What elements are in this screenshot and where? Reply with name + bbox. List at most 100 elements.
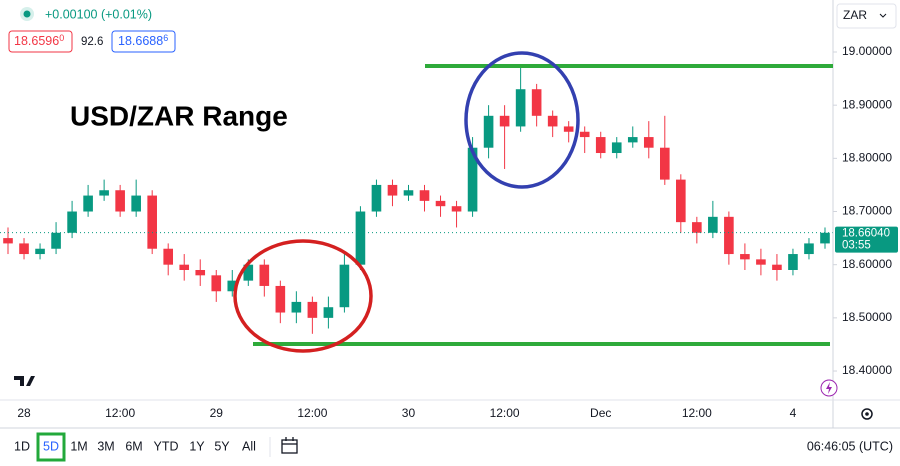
candle-body — [403, 190, 414, 196]
candle-body — [611, 142, 622, 154]
range-button[interactable]: 5Y — [214, 439, 230, 453]
candle-body — [115, 190, 125, 212]
range-button[interactable]: All — [242, 439, 256, 453]
candle-body — [595, 137, 606, 154]
candle-body — [708, 216, 718, 233]
candle-body — [99, 190, 109, 196]
candle-body — [67, 211, 77, 233]
candle-body — [643, 137, 654, 148]
x-tick-label: 12:00 — [105, 406, 135, 420]
ask-box[interactable] — [111, 30, 176, 53]
x-tick-label: 28 — [17, 406, 31, 420]
y-tick-label: 19.00000 — [842, 44, 892, 58]
candle-body — [676, 179, 686, 223]
candle-body — [724, 216, 734, 255]
currency-label[interactable]: ZAR — [843, 8, 867, 22]
candle-body — [467, 147, 478, 212]
candle-body — [483, 115, 494, 148]
candle-body — [563, 126, 574, 132]
logo[interactable] — [14, 376, 35, 386]
candle-body — [211, 275, 222, 292]
candle-body — [307, 301, 318, 318]
range-button[interactable]: 1Y — [189, 439, 205, 453]
y-tick-label: 18.90000 — [842, 97, 892, 111]
candle-body — [435, 200, 446, 207]
candle-body — [371, 184, 382, 212]
active-range-frame — [36, 432, 66, 462]
candle-body — [387, 184, 398, 196]
candle-body — [51, 232, 61, 249]
date-range-icon[interactable] — [281, 437, 298, 454]
x-tick-label: 12:00 — [490, 406, 520, 420]
candle-body — [547, 115, 558, 127]
ask-price[interactable]: 18.66886 — [118, 33, 168, 48]
candle-body — [659, 147, 670, 180]
candle-body — [275, 285, 286, 313]
candle-body — [131, 195, 141, 212]
x-tick-label: 4 — [790, 406, 797, 420]
candle-body — [531, 89, 542, 116]
x-tick-label: 12:00 — [682, 406, 712, 420]
bid-box[interactable] — [8, 30, 73, 53]
y-tick-label: 18.80000 — [842, 151, 892, 165]
candle-body — [83, 195, 93, 212]
candle-body — [19, 243, 29, 255]
spread: 92.6 — [81, 36, 103, 48]
y-tick-label: 18.40000 — [842, 363, 892, 377]
highlight-ellipse — [464, 51, 580, 189]
highlight-ellipse — [233, 239, 373, 353]
ask-value[interactable]: 18.6688 — [118, 34, 163, 48]
candle-body — [3, 238, 13, 244]
candle-body — [820, 232, 830, 244]
settings-icon — [865, 412, 869, 416]
candle-body — [259, 264, 270, 286]
alert-icon — [826, 382, 832, 394]
x-tick-label: 29 — [210, 406, 224, 420]
annotation: USD/ZAR Range — [70, 100, 288, 131]
currency-select[interactable] — [836, 3, 897, 29]
y-tick-label: 18.50000 — [842, 310, 892, 324]
y-tick-label: 18.70000 — [842, 204, 892, 218]
range-button[interactable]: 3M — [97, 439, 114, 453]
range-button[interactable]: 1D — [14, 439, 30, 453]
y-tick-label: 18.60000 — [842, 257, 892, 271]
candle-body — [291, 301, 302, 313]
candle-body — [243, 264, 254, 281]
clock[interactable]: 06:46:05 (UTC) — [807, 439, 893, 453]
candle-body — [515, 89, 526, 127]
candle-body — [35, 248, 45, 255]
dropdown-caret — [879, 13, 887, 18]
candle-body — [772, 264, 782, 270]
date-range-icon[interactable] — [281, 439, 298, 454]
settings-icon[interactable] — [861, 408, 873, 420]
candle-body — [804, 243, 814, 255]
x-tick-label: Dec — [590, 406, 611, 420]
x-tick-label: 12:00 — [297, 406, 327, 420]
last-price-box — [835, 226, 898, 253]
range-button[interactable]: 1M — [70, 439, 87, 453]
candle-body — [323, 307, 334, 318]
candle-body — [692, 222, 702, 233]
price-change: +0.00100 (+0.01%) — [45, 7, 152, 21]
candle-body — [163, 248, 174, 265]
candle-body — [195, 269, 206, 276]
candle-body — [740, 254, 750, 260]
status-dot — [23, 10, 31, 18]
range-button[interactable]: 5D — [43, 439, 59, 453]
bid-price[interactable]: 18.65960 — [14, 33, 64, 48]
candle-body — [788, 254, 798, 270]
range-button[interactable]: 6M — [125, 439, 142, 453]
bid-value[interactable]: 18.6596 — [14, 34, 59, 48]
candle-body — [451, 206, 462, 212]
ask-pip[interactable]: 6 — [163, 33, 168, 43]
candle-body — [499, 115, 510, 127]
candle-body — [227, 280, 238, 292]
candle-body — [627, 137, 638, 143]
candle-body — [756, 259, 766, 265]
candle-body — [339, 264, 350, 308]
range-button[interactable]: YTD — [154, 439, 179, 453]
last-price-label: 18.66040 — [842, 228, 890, 240]
countdown-label: 03:55 — [842, 240, 871, 252]
bid-pip[interactable]: 0 — [59, 33, 64, 43]
